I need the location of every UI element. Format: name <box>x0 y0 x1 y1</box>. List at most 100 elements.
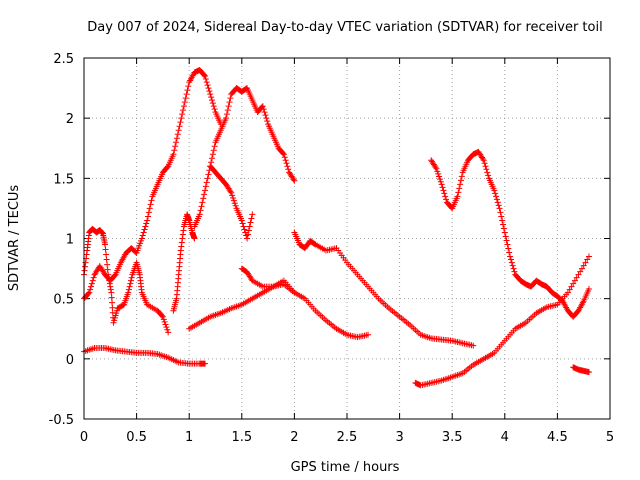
data-point <box>202 76 209 83</box>
data-point <box>502 233 509 240</box>
data-point <box>495 202 502 209</box>
data-point <box>436 173 443 180</box>
data-point <box>230 197 237 204</box>
data-point <box>177 119 184 126</box>
data-point <box>457 177 464 184</box>
data-point <box>81 267 88 274</box>
data-point <box>290 176 297 183</box>
data-point <box>176 123 183 130</box>
data-point <box>224 107 231 114</box>
data-point <box>231 200 238 207</box>
x-tick-label: 1 <box>185 430 193 445</box>
data-point <box>500 225 507 232</box>
data-point <box>458 173 465 180</box>
data-point <box>143 220 150 227</box>
data-point <box>457 181 464 188</box>
data-point <box>585 286 592 293</box>
data-point <box>505 245 512 252</box>
x-axis-ticks: 0 0.5 1 1.5 2 2.5 3 3.5 4 4.5 5 <box>80 58 614 445</box>
data-point <box>223 111 230 118</box>
data-point <box>575 271 582 278</box>
x-tick-label: 0.5 <box>126 430 147 445</box>
data-point <box>178 243 185 250</box>
data-point <box>180 227 187 234</box>
data-point <box>125 289 132 296</box>
x-tick-label: 3.5 <box>442 430 463 445</box>
data-point <box>261 109 268 116</box>
data-point <box>227 188 234 195</box>
data-point <box>439 184 446 191</box>
data-point <box>511 268 518 275</box>
data-point <box>455 189 462 196</box>
data-point <box>208 97 215 104</box>
data-point <box>280 150 287 157</box>
data-point <box>500 221 507 228</box>
data-point <box>441 190 448 197</box>
x-tick-label: 5 <box>606 430 614 445</box>
data-point <box>179 231 186 238</box>
data-point <box>163 324 170 331</box>
data-point <box>209 151 216 158</box>
data-point <box>434 168 441 175</box>
data-point <box>506 249 513 256</box>
data-point <box>481 160 488 167</box>
data-point <box>566 286 573 293</box>
data-point <box>146 205 153 212</box>
data-point <box>501 229 508 236</box>
y-axis-ticks: -0.5 0 0.5 1 1.5 2 2.5 <box>49 52 610 428</box>
data-point <box>239 220 246 227</box>
data-point <box>183 91 190 98</box>
data-point <box>107 286 114 293</box>
data-point <box>180 107 187 114</box>
data-point <box>144 217 151 224</box>
data-point <box>470 342 477 349</box>
data-point <box>498 213 505 220</box>
data-point <box>178 115 185 122</box>
x-tick-label: 2.5 <box>337 430 358 445</box>
data-point <box>144 213 151 220</box>
data-point <box>503 237 510 244</box>
plot-frame <box>83 57 611 420</box>
data-point <box>284 163 291 170</box>
data-point <box>98 229 105 236</box>
data-point <box>85 290 92 297</box>
data-point <box>182 95 189 102</box>
data-point <box>202 183 209 190</box>
data-point <box>201 191 208 198</box>
data-point <box>179 111 186 118</box>
data-point <box>244 231 251 238</box>
x-axis-label: GPS time / hours <box>291 460 400 475</box>
data-point <box>205 171 212 178</box>
data-point <box>177 247 184 254</box>
data-point <box>491 187 498 194</box>
data-point <box>210 103 217 110</box>
data-point <box>245 227 252 234</box>
data-point <box>83 251 90 258</box>
data-point <box>228 189 235 196</box>
grid-lines <box>84 58 610 419</box>
data-point <box>456 185 463 192</box>
data-point <box>103 256 110 263</box>
data-point <box>201 187 208 194</box>
data-point <box>111 272 118 279</box>
data-point <box>247 219 254 226</box>
data-point <box>432 164 439 171</box>
data-point <box>229 192 236 199</box>
data-point <box>482 163 489 170</box>
data-point <box>204 175 211 182</box>
y-tick-label: 1 <box>66 233 74 248</box>
data-point <box>211 143 218 150</box>
data-point <box>582 259 589 266</box>
data-point <box>206 88 213 95</box>
data-point <box>197 207 204 214</box>
data-point <box>577 268 584 275</box>
data-point <box>496 205 503 212</box>
data-point <box>125 286 132 293</box>
y-tick-label: 2 <box>66 112 74 127</box>
data-point <box>191 235 198 242</box>
data-point <box>291 289 298 296</box>
x-tick-label: 4 <box>501 430 509 445</box>
data-point <box>173 139 180 146</box>
data-point <box>260 106 267 113</box>
